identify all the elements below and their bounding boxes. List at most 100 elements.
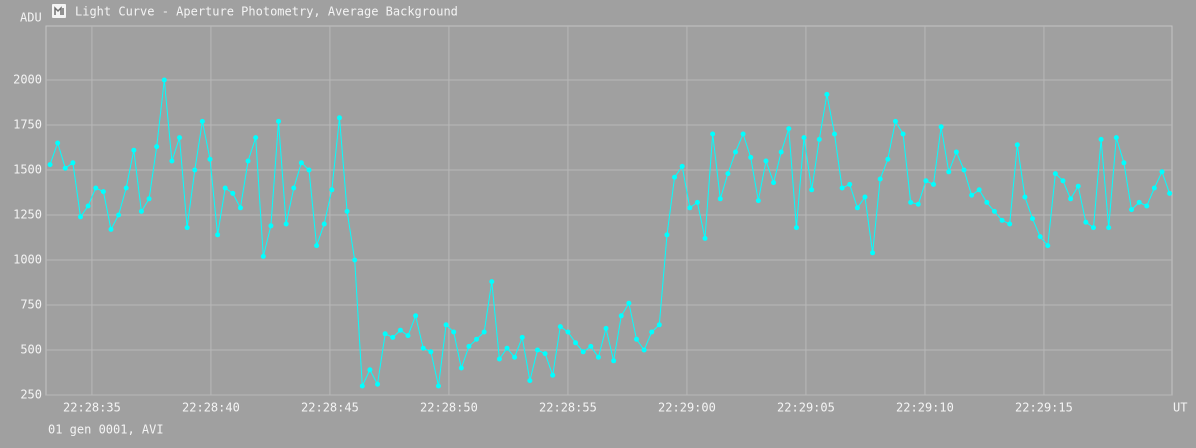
- data-point: [626, 300, 632, 306]
- data-point: [573, 340, 579, 346]
- data-point: [199, 118, 205, 124]
- data-point: [100, 189, 106, 195]
- data-point: [801, 135, 807, 141]
- data-point: [489, 279, 495, 285]
- data-point: [93, 185, 99, 191]
- data-point: [519, 334, 525, 340]
- data-point: [656, 322, 662, 328]
- data-point: [1022, 194, 1028, 200]
- y-tick-label: 1750: [13, 118, 42, 132]
- data-point: [1106, 225, 1112, 231]
- x-tick-label: 22:29:05: [777, 401, 835, 415]
- data-point: [1144, 203, 1150, 209]
- data-point: [230, 190, 236, 196]
- data-point: [367, 367, 373, 373]
- data-point: [222, 185, 228, 191]
- data-point: [847, 181, 853, 187]
- data-point: [352, 257, 358, 263]
- data-point: [260, 253, 266, 259]
- data-line: [49, 79, 1171, 387]
- data-point: [382, 331, 388, 337]
- y-tick-label: 250: [20, 388, 42, 402]
- data-point: [1121, 160, 1127, 166]
- data-point: [215, 232, 221, 238]
- y-tick-label: 1500: [13, 163, 42, 177]
- data-point: [78, 214, 84, 220]
- data-point: [321, 221, 327, 227]
- data-point: [451, 329, 457, 335]
- data-point: [862, 194, 868, 200]
- data-point: [62, 165, 68, 171]
- data-point: [123, 185, 129, 191]
- data-point: [253, 135, 259, 141]
- data-point: [931, 181, 937, 187]
- data-point: [496, 356, 502, 362]
- y-tick-label: 2000: [13, 73, 42, 87]
- y-tick-label: 1000: [13, 253, 42, 267]
- data-point: [588, 343, 594, 349]
- chart-title: Light Curve - Aperture Photometry, Avera…: [75, 5, 458, 19]
- data-point: [1052, 171, 1058, 177]
- x-tick-label: 22:28:35: [63, 401, 121, 415]
- data-point: [1083, 219, 1089, 225]
- data-point: [237, 205, 243, 211]
- data-point: [306, 167, 312, 173]
- data-point: [915, 201, 921, 207]
- window-icon: [52, 4, 66, 18]
- data-point: [1159, 169, 1165, 175]
- data-point: [466, 343, 472, 349]
- x-tick-label: 22:28:45: [301, 401, 359, 415]
- data-point: [1068, 196, 1074, 202]
- data-point: [694, 199, 700, 205]
- data-point: [474, 336, 480, 342]
- data-point: [154, 144, 160, 150]
- data-point: [824, 91, 830, 97]
- data-point: [131, 147, 137, 153]
- data-point: [1151, 185, 1157, 191]
- data-point: [458, 365, 464, 371]
- data-point: [428, 349, 434, 355]
- data-point: [618, 313, 624, 319]
- data-point: [687, 205, 693, 211]
- data-point: [314, 243, 320, 249]
- data-point: [870, 250, 876, 256]
- data-point: [953, 149, 959, 155]
- data-point: [527, 378, 533, 384]
- data-point: [961, 167, 967, 173]
- data-point: [816, 136, 822, 142]
- data-point: [672, 174, 678, 180]
- data-point: [938, 124, 944, 130]
- data-point: [207, 156, 213, 162]
- data-point: [413, 313, 419, 319]
- data-point: [291, 185, 297, 191]
- y-axis-label: ADU: [20, 11, 42, 25]
- data-point: [595, 354, 601, 360]
- data-point: [146, 196, 152, 202]
- data-point: [47, 162, 53, 168]
- x-tick-label: 22:29:00: [658, 401, 716, 415]
- data-point: [1129, 207, 1135, 213]
- data-point: [192, 167, 198, 173]
- data-point: [542, 351, 548, 357]
- y-tick-label: 1250: [13, 208, 42, 222]
- data-point: [329, 187, 335, 193]
- data-point: [276, 118, 282, 124]
- data-point: [786, 126, 792, 132]
- data-point: [55, 140, 61, 146]
- data-point: [85, 203, 91, 209]
- x-tick-label: 22:29:10: [896, 401, 954, 415]
- data-point: [793, 225, 799, 231]
- data-point: [771, 180, 777, 186]
- x-axis-label: UT: [1173, 401, 1187, 415]
- data-point: [435, 383, 441, 389]
- data-point: [108, 226, 114, 232]
- data-point: [976, 187, 982, 193]
- data-point: [336, 115, 342, 121]
- data-point: [359, 383, 365, 389]
- data-point: [748, 154, 754, 160]
- data-point: [375, 381, 381, 387]
- data-point: [732, 149, 738, 155]
- data-point: [245, 158, 251, 164]
